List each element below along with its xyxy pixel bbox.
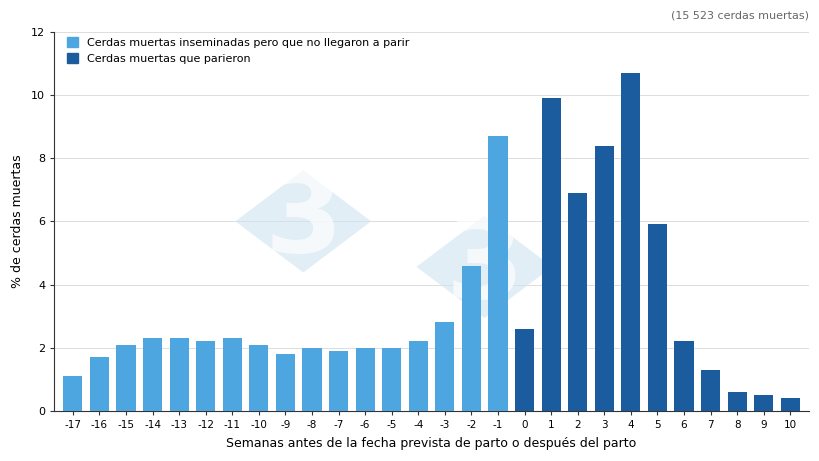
Text: (15 523 cerdas muertas): (15 523 cerdas muertas)	[670, 11, 808, 20]
Bar	[461, 266, 481, 411]
X-axis label: Semanas antes de la fecha prevista de parto o después del parto: Semanas antes de la fecha prevista de pa…	[226, 437, 636, 450]
Bar	[514, 329, 533, 411]
Text: 3: 3	[264, 167, 342, 275]
Bar	[196, 342, 215, 411]
Bar	[541, 98, 560, 411]
Bar	[355, 348, 374, 411]
Bar	[514, 354, 533, 411]
Bar	[90, 357, 109, 411]
Bar	[116, 344, 135, 411]
Bar	[541, 288, 560, 411]
Bar	[249, 344, 268, 411]
Bar	[594, 146, 613, 411]
Bar	[382, 348, 400, 411]
Bar	[408, 342, 428, 411]
Bar	[700, 370, 719, 411]
Text: 3: 3	[445, 213, 523, 321]
Bar	[143, 338, 162, 411]
Bar	[328, 351, 348, 411]
Bar	[302, 348, 321, 411]
Y-axis label: % de cerdas muertas: % de cerdas muertas	[11, 154, 24, 288]
Bar	[568, 193, 586, 411]
Bar	[726, 392, 746, 411]
Bar	[780, 398, 799, 411]
Bar	[435, 322, 454, 411]
Bar	[647, 225, 666, 411]
Bar	[275, 354, 295, 411]
Bar	[170, 338, 188, 411]
Polygon shape	[235, 170, 371, 272]
Bar	[63, 376, 82, 411]
Bar	[673, 342, 693, 411]
Legend: Cerdas muertas inseminadas pero que no llegaron a parir, Cerdas muertas que pari: Cerdas muertas inseminadas pero que no l…	[67, 37, 410, 64]
Polygon shape	[416, 216, 552, 318]
Bar	[223, 338, 242, 411]
Bar	[753, 395, 772, 411]
Bar	[621, 73, 640, 411]
Bar	[488, 136, 507, 411]
